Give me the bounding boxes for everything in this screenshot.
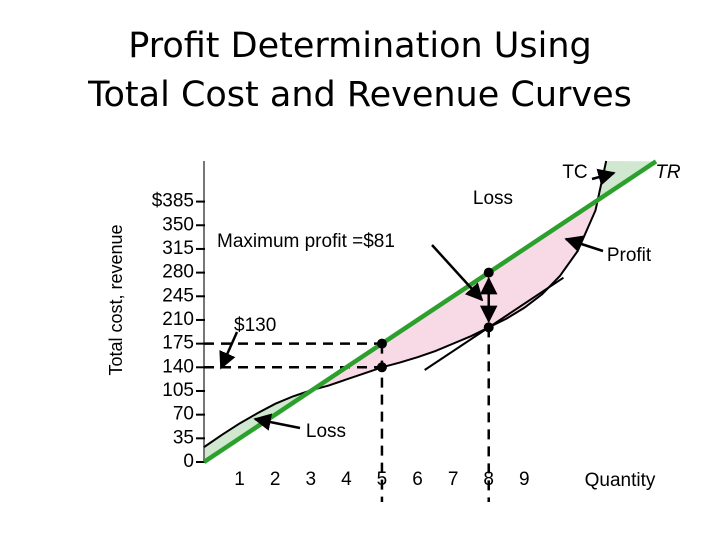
point — [376, 338, 387, 349]
x-tick-label: 8 — [483, 469, 494, 490]
point — [483, 267, 494, 278]
series-line — [202, 159, 658, 464]
y-tick-label: 0 — [183, 451, 194, 472]
chart-title: Total Cost and Revenue Curves — [87, 75, 632, 115]
y-tick-label: 315 — [162, 238, 194, 259]
chart-title: Profit Determination Using — [128, 26, 592, 66]
x-tick-label: 2 — [270, 469, 281, 490]
y-tick-label: 70 — [173, 404, 194, 425]
annotation: $130 — [234, 315, 276, 336]
y-tick-label: $385 — [152, 191, 194, 212]
y-tick-label: 245 — [162, 285, 194, 306]
y-tick-label: 280 — [162, 262, 194, 283]
annotation: Maximum profit =$81 — [217, 231, 395, 252]
y-tick-label: 105 — [162, 380, 194, 401]
y-axis-label: Total cost, revenue — [106, 224, 126, 375]
arrow — [253, 413, 301, 431]
y-tick-label: 350 — [162, 214, 194, 235]
series-line — [203, 160, 608, 448]
x-tick-label: 6 — [412, 469, 423, 490]
x-tick-label: 7 — [448, 469, 459, 490]
y-tick-label: 175 — [162, 333, 194, 354]
legend-label: TC — [562, 162, 587, 183]
annotation: Profit — [607, 245, 652, 266]
arrow — [219, 331, 239, 370]
y-tick-label: 140 — [162, 356, 194, 377]
arrow — [591, 168, 616, 186]
x-tick-label: 9 — [519, 469, 530, 490]
point — [483, 322, 494, 333]
arrows — [219, 168, 616, 431]
legend-label: TR — [655, 162, 681, 183]
y-tick-label: 210 — [162, 309, 194, 330]
x-tick-label: 3 — [305, 469, 316, 490]
x-tick-label: 1 — [234, 469, 245, 490]
y-tick-label: 35 — [173, 427, 194, 448]
annotation: Loss — [306, 421, 346, 442]
x-tick-label: 5 — [377, 469, 388, 490]
x-axis-label: Quantity — [585, 470, 656, 491]
point — [376, 362, 387, 373]
arrow — [431, 244, 484, 302]
annotation: Loss — [473, 188, 513, 209]
x-tick-label: 4 — [341, 469, 352, 490]
arrow — [564, 235, 604, 253]
